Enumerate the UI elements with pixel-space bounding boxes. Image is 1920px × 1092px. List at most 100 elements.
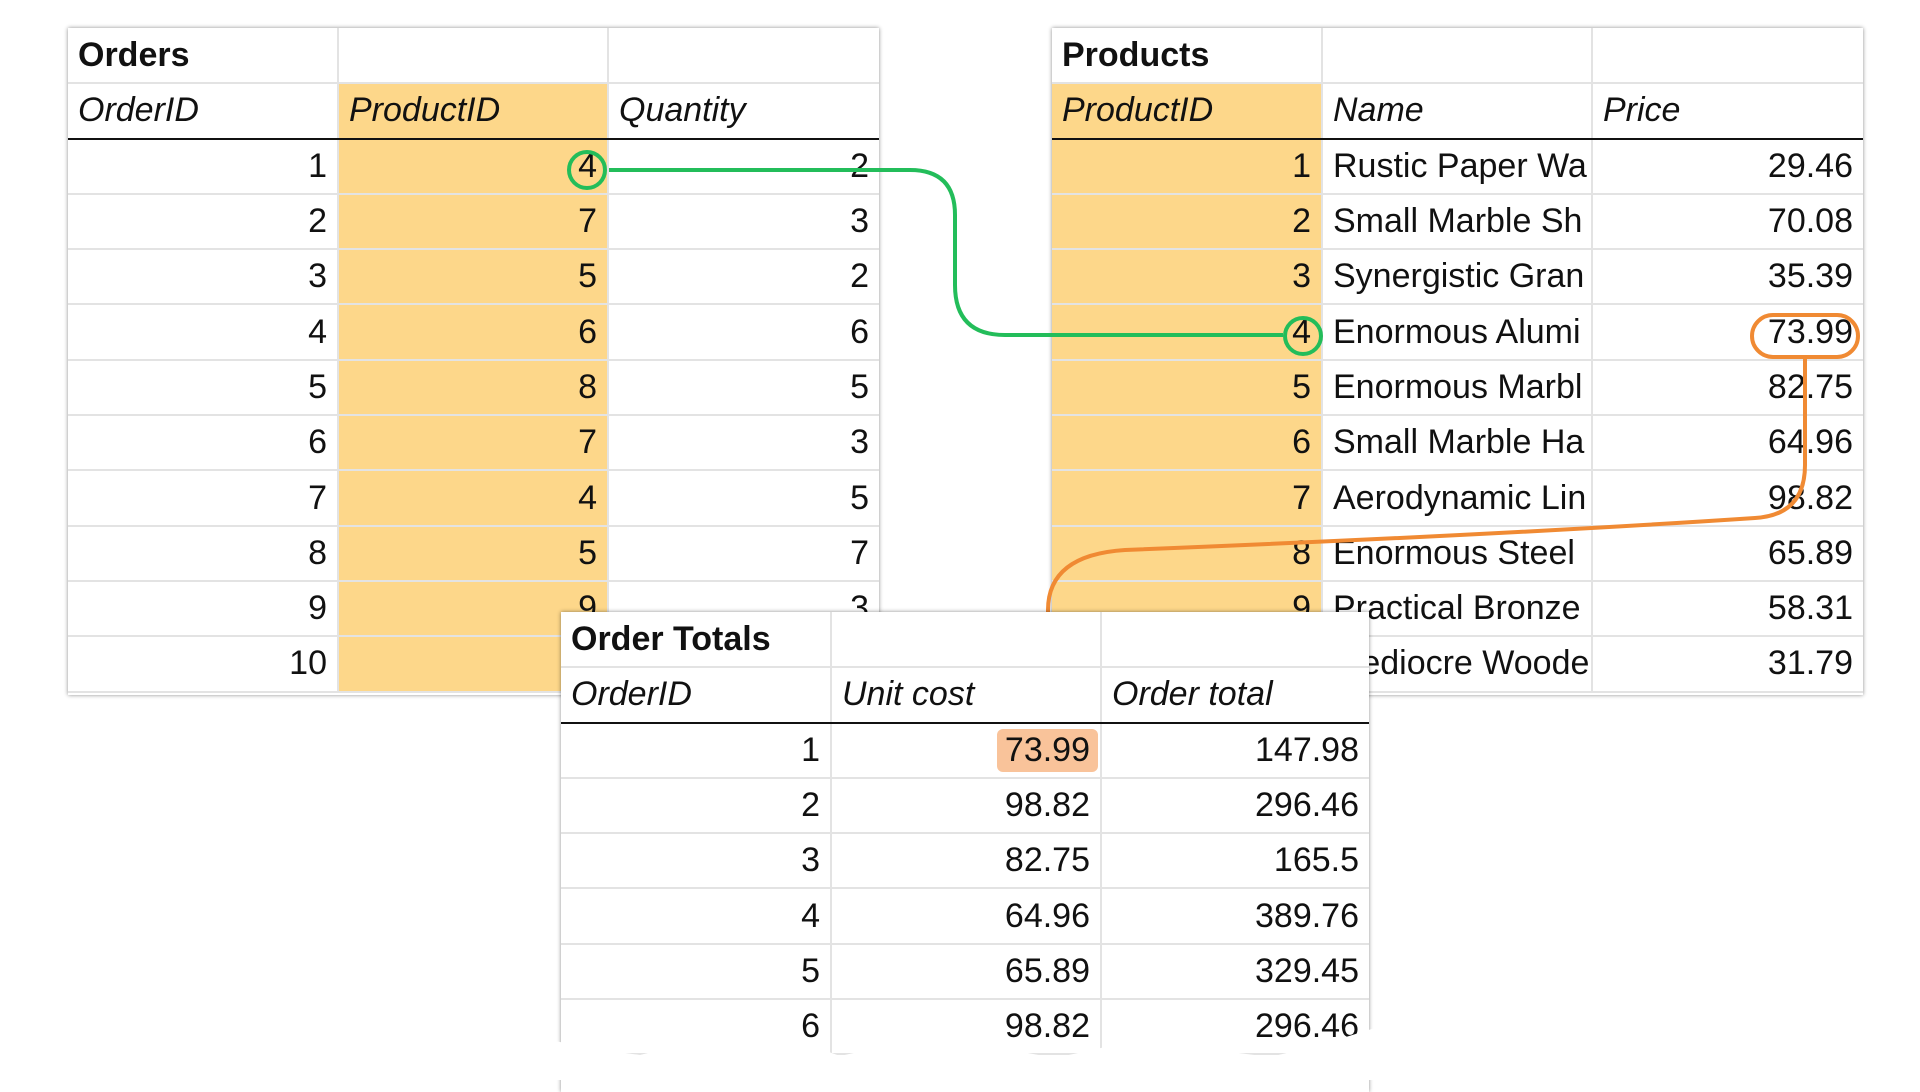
products-cell-name[interactable]: Practical Bronze [1322,580,1593,638]
products-row: 2 Small Marble Sh 70.08 [1052,193,1863,251]
products-cell-name[interactable]: Enormous Marbl [1322,359,1593,417]
orders-header-orderid[interactable]: OrderID [68,83,339,140]
orders-cell-quantity[interactable]: 3 [608,193,879,251]
empty-cell[interactable] [608,28,879,85]
orders-cell-productid[interactable]: 6 [338,304,609,361]
orders-cell-productid[interactable]: 5 [338,249,609,306]
totals-cell-ordertotal[interactable]: 329.45 [1101,943,1369,1001]
orders-cell-orderid[interactable]: 9 [68,580,339,638]
orders-cell-orderid[interactable]: 3 [68,249,339,306]
totals-cell-ordertotal[interactable]: 296.46 [1101,777,1369,835]
orders-cell-orderid[interactable]: 5 [68,359,339,417]
products-cell-name[interactable]: Small Marble Sh [1322,193,1593,251]
orders-cell-orderid[interactable]: 6 [68,415,339,472]
totals-cell-unitcost[interactable]: 64.96 [831,888,1102,945]
green-lookup-arrow [609,168,1283,337]
products-cell-productid[interactable]: 7 [1052,470,1323,527]
totals-cell-orderid[interactable]: 5 [561,943,832,1001]
orders-header-quantity[interactable]: Quantity [608,83,879,140]
totals-cell-orderid[interactable]: 2 [561,777,832,835]
products-cell-price[interactable]: 82.75 [1592,359,1863,417]
products-cell-price[interactable]: 29.46 [1592,138,1863,195]
products-cell-price[interactable]: 35.39 [1592,249,1863,306]
orders-cell-quantity[interactable]: 2 [608,138,879,195]
orders-cell-quantity[interactable]: 5 [608,470,879,527]
products-cell-productid[interactable]: 2 [1052,193,1323,251]
products-cell-productid[interactable]: 5 [1052,359,1323,417]
products-header-name[interactable]: Name [1322,83,1593,140]
totals-cell-unitcost[interactable]: 98.82 [831,777,1102,835]
products-cell-productid[interactable]: 3 [1052,249,1323,306]
products-cell-price[interactable]: 98.82 [1592,470,1863,527]
products-row: 3 Synergistic Gran 35.39 [1052,249,1863,306]
totals-row: 6 98.82 296.46 [561,999,1369,1056]
totals-row: 4 64.96 389.76 [561,888,1369,945]
highlighted-unit-cost: 73.99 [996,728,1098,772]
lookup-price-highlight [1750,313,1860,359]
orders-cell-productid[interactable]: 4 [338,138,609,195]
products-title: Products [1052,28,1323,85]
totals-cell-orderid[interactable]: 3 [561,833,832,890]
orders-title: Orders [68,28,339,85]
totals-header-orderid[interactable]: OrderID [561,667,832,724]
orders-cell-quantity[interactable]: 6 [608,304,879,361]
products-header-price[interactable]: Price [1592,83,1863,140]
products-cell-price[interactable]: 70.08 [1592,193,1863,251]
totals-cell-unitcost[interactable]: 65.89 [831,943,1102,1001]
empty-cell[interactable] [1592,28,1863,85]
orders-cell-productid[interactable]: 7 [338,193,609,251]
products-cell-name[interactable]: Enormous Alumi [1322,304,1593,361]
totals-cell-orderid[interactable]: 1 [561,722,832,779]
orders-cell-productid[interactable]: 8 [338,359,609,417]
products-cell-productid[interactable]: 6 [1052,415,1323,472]
products-header-productid[interactable]: ProductID [1052,83,1323,140]
totals-cell-unitcost[interactable]: 73.99 [831,722,1102,779]
orders-header-productid[interactable]: ProductID [338,83,609,140]
totals-row: 1 73.99 147.98 [561,722,1369,779]
orders-cell-orderid[interactable]: 7 [68,470,339,527]
totals-row: 2 98.82 296.46 [561,777,1369,835]
empty-cell[interactable] [831,612,1102,669]
products-cell-name[interactable]: Rustic Paper Wa [1322,138,1593,195]
products-cell-name[interactable]: Aerodynamic Lin [1322,470,1593,527]
order-totals-sheet: Order Totals OrderID Unit cost Order tot… [561,612,1369,1092]
orders-cell-quantity[interactable]: 2 [608,249,879,306]
products-row: 6 Small Marble Ha 64.96 [1052,415,1863,472]
products-cell-productid[interactable]: 1 [1052,138,1323,195]
totals-cell-orderid[interactable]: 4 [561,888,832,945]
totals-header-unitcost[interactable]: Unit cost [831,667,1102,724]
lookup-key-circle-products [1283,316,1323,356]
orders-cell-productid[interactable]: 7 [338,415,609,472]
orders-cell-productid[interactable]: 5 [338,525,609,582]
totals-cell-unitcost[interactable]: 82.75 [831,833,1102,890]
empty-cell[interactable] [338,28,609,85]
products-cell-price[interactable]: 64.96 [1592,415,1863,472]
empty-cell[interactable] [1101,612,1369,669]
products-row: 7 Aerodynamic Lin 98.82 [1052,470,1863,527]
totals-header-ordertotal[interactable]: Order total [1101,667,1369,724]
orders-cell-orderid[interactable]: 2 [68,193,339,251]
totals-cell-unitcost[interactable]: 98.82 [831,999,1102,1056]
orders-cell-quantity[interactable]: 7 [608,525,879,582]
orders-cell-orderid[interactable]: 10 [68,636,339,693]
products-cell-name[interactable]: Synergistic Gran [1322,249,1593,306]
products-cell-name[interactable]: Small Marble Ha [1322,415,1593,472]
totals-cell-ordertotal[interactable]: 165.5 [1101,833,1369,890]
totals-cell-ordertotal[interactable]: 147.98 [1101,722,1369,779]
orders-cell-orderid[interactable]: 4 [68,304,339,361]
orders-cell-productid[interactable]: 4 [338,470,609,527]
orange-lookup-arrow [1046,358,1807,700]
orders-cell-orderid[interactable]: 1 [68,138,339,195]
products-cell-price[interactable]: 58.31 [1592,580,1863,638]
totals-cell-ordertotal[interactable]: 389.76 [1101,888,1369,945]
empty-cell[interactable] [1322,28,1593,85]
orders-cell-orderid[interactable]: 8 [68,525,339,582]
orders-cell-quantity[interactable]: 3 [608,415,879,472]
orders-cell-quantity[interactable]: 5 [608,359,879,417]
products-cell-price[interactable]: 65.89 [1592,525,1863,582]
products-cell-price[interactable]: 31.79 [1592,636,1863,693]
